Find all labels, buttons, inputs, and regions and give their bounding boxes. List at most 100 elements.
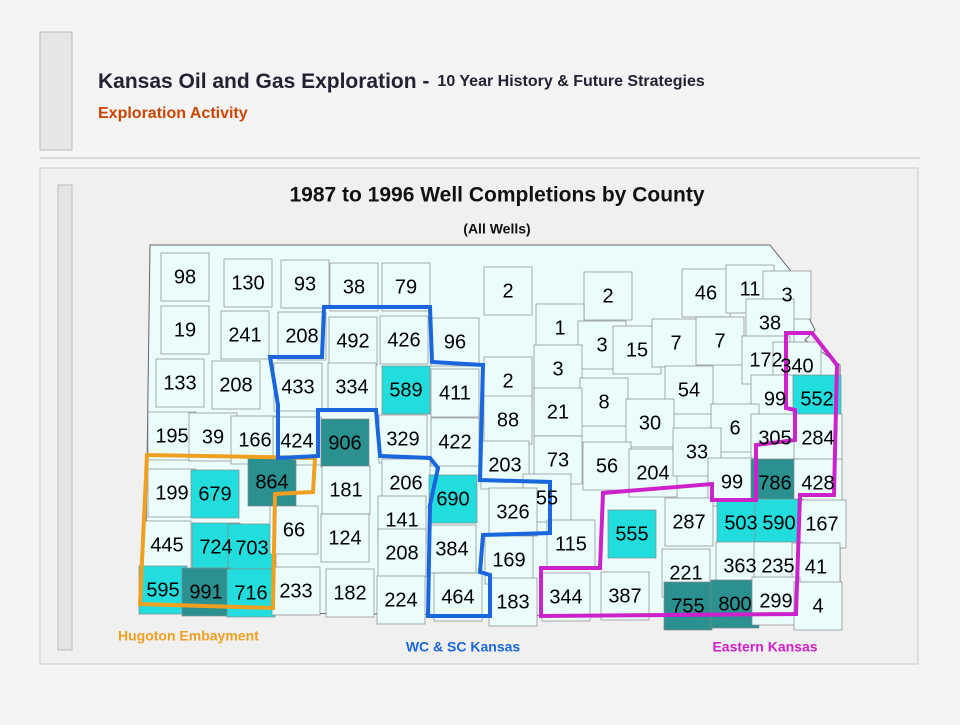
county-cell — [211, 360, 261, 410]
region-label: Hugoton Embayment — [118, 628, 259, 644]
county-value: 99 — [764, 388, 786, 410]
county-cell — [600, 571, 650, 621]
county-cell — [381, 365, 431, 415]
county-cell — [155, 358, 205, 408]
county-cell — [325, 568, 375, 618]
county-value: 206 — [389, 472, 422, 494]
county-cell — [377, 528, 427, 578]
county-value: 124 — [328, 527, 361, 549]
county-value: 6 — [729, 417, 740, 439]
county-cell — [379, 315, 429, 365]
county-value: 208 — [219, 374, 252, 396]
county-value: 55 — [536, 487, 558, 509]
county-value: 221 — [669, 562, 702, 584]
county-value: 39 — [202, 426, 224, 448]
county-value: 30 — [639, 412, 661, 434]
county-value: 340 — [780, 355, 813, 377]
county-value: 54 — [678, 379, 700, 401]
county-cell — [188, 412, 238, 462]
county-value: 203 — [488, 454, 521, 476]
decor-bar — [57, 184, 73, 651]
county-cell — [793, 581, 843, 631]
county-cell — [546, 519, 596, 569]
county-value: 21 — [547, 401, 569, 423]
county-cell — [433, 572, 483, 622]
county-value: 387 — [608, 585, 641, 607]
county-value: 167 — [805, 513, 838, 535]
county-value: 284 — [801, 427, 834, 449]
county-cell — [220, 310, 270, 360]
county-cell — [427, 524, 477, 574]
county-value: 172 — [749, 349, 782, 371]
county-cell — [430, 317, 480, 367]
county-value: 56 — [596, 455, 618, 477]
county-value: 424 — [280, 430, 313, 452]
region-label: Eastern Kansas — [712, 639, 817, 655]
county-cells — [138, 252, 847, 631]
county-cell — [535, 303, 585, 353]
county-cell — [280, 259, 330, 309]
county-value: 235 — [761, 555, 794, 577]
county-cell — [488, 577, 538, 627]
county-cell — [754, 498, 804, 548]
county-value: 224 — [384, 589, 417, 611]
region-label: WC & SC Kansas — [406, 639, 521, 655]
county-cell — [483, 395, 533, 445]
county-value: 4 — [812, 595, 823, 617]
county-cell — [376, 575, 426, 625]
title-main: Kansas Oil and Gas Exploration - — [98, 70, 429, 93]
county-cell — [533, 344, 583, 394]
county-value: 208 — [385, 542, 418, 564]
county-value: 492 — [336, 330, 369, 352]
county-value: 169 — [492, 549, 525, 571]
county-value: 1 — [554, 317, 565, 339]
title-suffix: 10 Year History & Future Strategies — [437, 73, 704, 90]
county-cell — [247, 457, 297, 507]
county-value: 3 — [781, 284, 792, 306]
map-subtitle: (All Wells) — [463, 221, 530, 237]
county-cell — [320, 418, 370, 468]
county-cell — [160, 305, 210, 355]
county-value: 241 — [228, 324, 261, 346]
county-cell — [663, 581, 713, 631]
region-outline — [267, 305, 552, 618]
county-value: 182 — [333, 582, 366, 604]
county-value: 595 — [146, 579, 179, 601]
county-value: 233 — [279, 580, 312, 602]
county-value: 115 — [555, 533, 587, 555]
county-cell — [750, 413, 800, 463]
county-value: 7 — [714, 330, 725, 352]
county-value: 679 — [198, 483, 231, 505]
county-value: 96 — [444, 331, 466, 353]
county-value: 2 — [602, 285, 613, 307]
county-cell — [277, 311, 327, 361]
county-value: 445 — [150, 534, 183, 556]
county-value: 287 — [672, 511, 705, 533]
county-value: 755 — [671, 595, 704, 617]
county-cell — [328, 316, 378, 366]
county-value: 411 — [439, 382, 471, 404]
county-value: 864 — [255, 471, 288, 493]
county-value: 3 — [596, 334, 607, 356]
county-value: 344 — [549, 586, 582, 608]
county-value: 183 — [496, 591, 529, 613]
county-value: 906 — [328, 432, 361, 454]
county-value: 204 — [636, 462, 669, 484]
county-value: 555 — [615, 523, 648, 545]
county-value: 88 — [497, 409, 519, 431]
county-value: 703 — [235, 537, 268, 559]
county-cell — [147, 411, 197, 461]
county-cell — [651, 318, 701, 368]
county-value: 46 — [695, 282, 717, 304]
county-value: 426 — [387, 329, 420, 351]
county-value: 589 — [389, 379, 422, 401]
county-cell — [664, 497, 714, 547]
region-outline — [539, 331, 840, 619]
county-cell — [329, 262, 379, 312]
county-value: 422 — [438, 431, 471, 453]
county-value: 724 — [199, 536, 232, 558]
county-value: 93 — [294, 273, 316, 295]
county-value: 98 — [174, 266, 196, 288]
